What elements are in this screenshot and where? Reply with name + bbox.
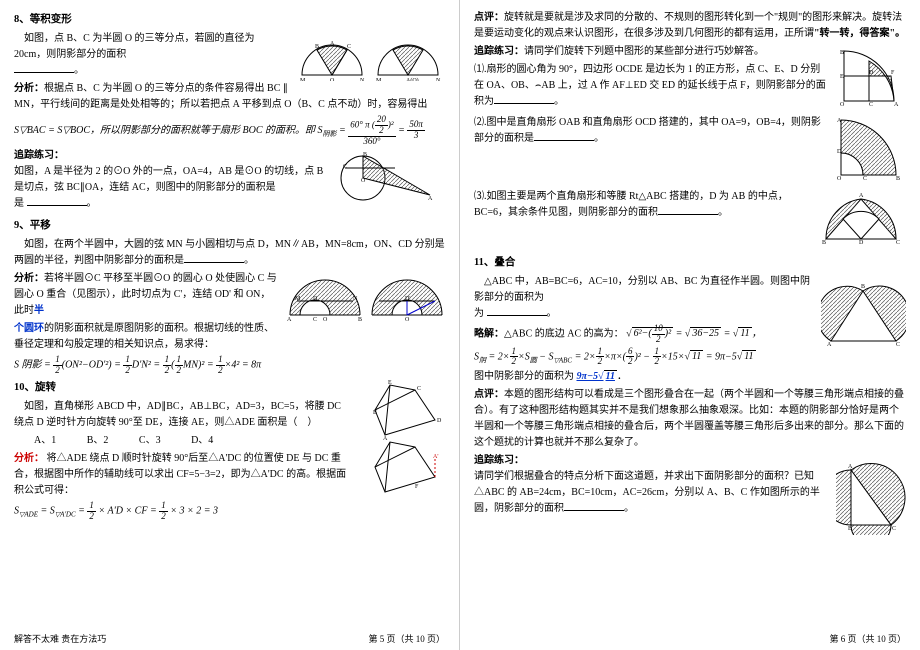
svg-text:A: A <box>287 317 292 323</box>
left-footer: 解答不太难 贵在方法巧 第 5 页（共 10 页） <box>14 632 445 646</box>
svg-text:M: M <box>295 296 301 302</box>
svg-text:O: O <box>837 176 842 182</box>
sec11-result: 图中阴影部分的面积为 9π−5√11． <box>474 369 906 385</box>
svg-text:N: N <box>360 78 365 81</box>
svg-text:A: A <box>330 41 335 47</box>
svg-text:B: B <box>822 240 826 246</box>
svg-text:A: A <box>827 342 832 348</box>
sec9-formula: S 阴影 = 12(ON²−OD'²) = 12D'N² = 12(12MN)²… <box>14 355 445 376</box>
svg-text:A: A <box>859 193 864 199</box>
sec8-analysis: 分析：根据点 B、C 为半圆 O 的三等分点的条件容易得出 BC ∥ MN，平行… <box>14 81 445 113</box>
svg-text:A(O): A(O) <box>406 77 419 81</box>
svg-text:E: E <box>388 380 392 386</box>
q3-figure: A B C D <box>816 189 906 249</box>
svg-text:F: F <box>415 484 419 490</box>
svg-text:A: A <box>848 464 853 470</box>
brief-label: 略解： <box>474 328 504 339</box>
svg-text:O: O <box>840 102 845 108</box>
review-label: 点评： <box>474 389 504 400</box>
svg-text:A: A <box>428 196 433 202</box>
sec11-figure: B A C <box>821 276 906 351</box>
choice-a: A、1 <box>34 435 56 446</box>
review-bold: "转一转，得答案"。 <box>814 28 905 39</box>
svg-text:B: B <box>373 410 377 416</box>
analysis-label: 分析： <box>14 453 44 464</box>
review-label: 点评： <box>474 12 504 23</box>
svg-text:M: M <box>376 78 382 81</box>
svg-text:D: D <box>869 70 874 76</box>
svg-text:C: C <box>343 164 347 170</box>
svg-text:D: D <box>837 149 842 155</box>
svg-text:C: C <box>892 526 896 532</box>
choice-c: C、3 <box>139 435 161 446</box>
svg-text:N: N <box>436 78 441 81</box>
analysis-label: 分析： <box>14 273 44 284</box>
svg-text:A: A <box>837 118 842 124</box>
svg-text:B: B <box>363 152 367 158</box>
svg-text:B: B <box>861 284 865 290</box>
track-label: 追踪练习： <box>474 46 524 57</box>
svg-text:D: D <box>859 240 864 246</box>
choice-b: B、2 <box>87 435 109 446</box>
right-footer: 第 6 页（共 10 页） <box>474 632 906 646</box>
svg-text:B: B <box>896 176 900 182</box>
sec9-analysis2: 个圆环的阴影面积就是原图阴影的面积。根据切线的性质、垂径定理和勾股定理的相关知识… <box>14 321 445 353</box>
svg-text:A: A <box>894 102 899 108</box>
footer-motto: 解答不太难 贵在方法巧 <box>14 632 106 646</box>
sec9-figure: AB MN CO D OD' <box>285 273 445 323</box>
q1-figure: O B A C E D F <box>836 46 906 111</box>
track-label: 追踪练习： <box>474 455 524 466</box>
svg-text:O: O <box>405 317 410 323</box>
sec8-title: 8、等积变形 <box>14 12 445 29</box>
sec11-track-figure: A B C <box>836 455 906 535</box>
svg-text:O: O <box>323 317 328 323</box>
svg-text:C: C <box>896 342 900 348</box>
svg-text:D: D <box>437 418 442 424</box>
svg-text:B: B <box>840 50 844 56</box>
q2-figure: O A B D C <box>831 115 906 185</box>
left-column: 8、等积变形 MON BCA MA(O)N 如图，点 B、C 为半圆 O 的三等… <box>0 0 460 650</box>
sec9-title: 9、平移 <box>14 218 445 235</box>
footer-page: 第 6 页（共 10 页） <box>829 632 906 646</box>
svg-text:O: O <box>330 78 335 81</box>
svg-text:A: A <box>383 436 388 442</box>
svg-text:B: B <box>358 317 362 323</box>
svg-text:C: C <box>896 240 900 246</box>
sec11-review: 点评：本题的图形结构可以看成是三个图形叠合在一起（两个半圆和一个等腰三角形端点相… <box>474 387 906 451</box>
svg-text:C: C <box>347 44 351 50</box>
sec10-figure: B C D A E A' F <box>355 380 445 495</box>
right-column: 点评：旋转就是要就是涉及求同的分散的、不规则的图形转化到一个"规则"的图形来解决… <box>460 0 920 650</box>
choice-d: D、4 <box>191 435 213 446</box>
svg-text:D': D' <box>405 296 410 302</box>
svg-text:F: F <box>891 70 895 76</box>
svg-text:O: O <box>361 178 366 184</box>
sec8-figure: M O N B C A M A(O) N <box>295 33 445 81</box>
sec11-title: 11、叠合 <box>474 255 906 272</box>
svg-text:B: B <box>848 526 852 532</box>
track-label: 追踪练习： <box>14 150 64 161</box>
svg-text:C: C <box>863 176 867 182</box>
svg-text:C: C <box>869 102 873 108</box>
svg-text:M: M <box>300 78 306 81</box>
svg-text:E: E <box>840 74 844 80</box>
svg-text:D: D <box>313 296 318 302</box>
sec8-track-figure: O A B C <box>335 150 445 205</box>
svg-text:A': A' <box>433 454 438 460</box>
sec10-formula: S▽ADE = S▽A'DC = 12 × A'D × CF = 12 × 3 … <box>14 501 445 522</box>
right-review: 点评：旋转就是要就是涉及求同的分散的、不规则的图形转化到一个"规则"的图形来解决… <box>474 10 906 42</box>
svg-text:N: N <box>353 296 358 302</box>
sec9-p1: 如图，在两个半圆中，大圆的弦 MN 与小圆相切与点 D，MN∥AB，MN=8cm… <box>14 237 445 269</box>
svg-text:C: C <box>313 317 317 323</box>
svg-text:B: B <box>315 44 319 50</box>
svg-text:C: C <box>417 386 421 392</box>
footer-page: 第 5 页（共 10 页） <box>368 632 445 646</box>
analysis-label: 分析： <box>14 83 44 94</box>
sec8-formula: S▽BAC = S▽BOC，所以阴影部分的面积就等于扇形 BOC 的面积。即 S… <box>14 115 445 147</box>
